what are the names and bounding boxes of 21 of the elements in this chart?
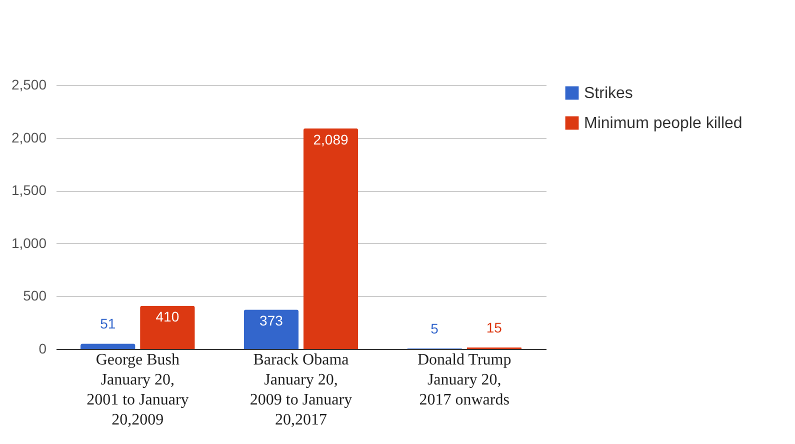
bar [140, 306, 195, 349]
data-label: 5 [430, 320, 439, 336]
y-tick-label: 500 [23, 288, 47, 304]
data-label: 15 [486, 319, 502, 336]
x-tick-label: Donald Trump January 20, 2017 onwards [417, 352, 512, 408]
y-tick-label: 2,000 [11, 129, 47, 146]
bar [244, 310, 299, 349]
y-tick-label: 0 [38, 340, 47, 356]
data-label: 51 [100, 316, 116, 332]
data-label: 373 [260, 312, 284, 329]
data-label: 410 [156, 308, 180, 325]
legend-label: Minimum people killed [584, 115, 742, 132]
x-tick-label: George Bush January 20, 2001 to January 20,2009 [86, 352, 189, 428]
bar [303, 128, 358, 349]
data-label: 2,089 [313, 131, 348, 148]
y-tick-label: 1,000 [11, 234, 47, 251]
y-tick-label: 1,500 [11, 182, 47, 198]
legend-label: Strikes [584, 85, 633, 102]
x-tick-label: Barack Obama January 20, 2009 to January 20,2017 [250, 352, 352, 428]
bar [80, 344, 136, 349]
y-tick-label: 2,500 [11, 76, 47, 92]
